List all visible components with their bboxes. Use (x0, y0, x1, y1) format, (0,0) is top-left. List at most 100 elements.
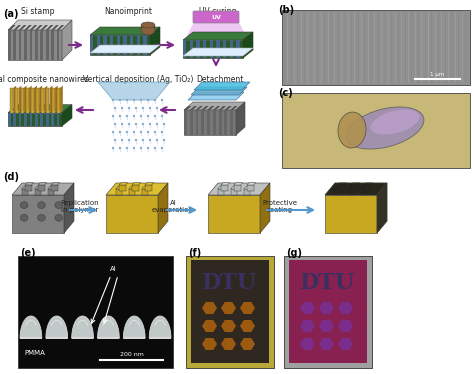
Polygon shape (319, 320, 334, 332)
Polygon shape (31, 110, 37, 113)
Polygon shape (348, 189, 354, 195)
Circle shape (133, 131, 135, 133)
Polygon shape (8, 20, 72, 30)
Polygon shape (260, 183, 270, 233)
Circle shape (119, 99, 121, 101)
Polygon shape (24, 25, 32, 30)
Polygon shape (116, 187, 124, 189)
Polygon shape (247, 183, 255, 185)
Circle shape (142, 123, 144, 125)
Polygon shape (106, 183, 168, 195)
Polygon shape (38, 183, 46, 185)
Polygon shape (90, 35, 93, 55)
Polygon shape (338, 320, 353, 332)
Polygon shape (46, 88, 49, 113)
Polygon shape (15, 88, 18, 113)
Text: UV curing: UV curing (199, 7, 237, 16)
Polygon shape (8, 105, 72, 113)
Polygon shape (116, 189, 122, 195)
Polygon shape (40, 30, 43, 60)
Polygon shape (62, 20, 72, 60)
Polygon shape (300, 320, 315, 332)
FancyBboxPatch shape (289, 260, 367, 363)
Polygon shape (10, 110, 16, 113)
Polygon shape (8, 113, 11, 126)
Polygon shape (13, 113, 16, 126)
Polygon shape (190, 106, 197, 110)
Polygon shape (183, 32, 253, 40)
Ellipse shape (37, 214, 46, 221)
Circle shape (128, 107, 130, 109)
Polygon shape (19, 30, 21, 60)
Circle shape (126, 115, 128, 117)
Polygon shape (218, 189, 224, 195)
Circle shape (119, 147, 121, 149)
Circle shape (161, 147, 163, 149)
Polygon shape (184, 110, 236, 135)
Polygon shape (8, 30, 62, 60)
Circle shape (156, 123, 158, 125)
Polygon shape (90, 27, 160, 35)
Circle shape (163, 139, 165, 141)
Polygon shape (15, 110, 21, 113)
Polygon shape (221, 185, 228, 191)
FancyBboxPatch shape (282, 93, 470, 168)
Ellipse shape (20, 214, 28, 221)
Polygon shape (40, 113, 43, 126)
Text: (f): (f) (188, 248, 201, 258)
Circle shape (114, 139, 116, 141)
Polygon shape (106, 195, 158, 233)
Polygon shape (225, 106, 232, 110)
Polygon shape (103, 35, 107, 55)
Circle shape (121, 107, 123, 109)
Polygon shape (203, 40, 206, 58)
Polygon shape (129, 187, 137, 189)
Polygon shape (335, 187, 343, 189)
Text: (c): (c) (278, 88, 293, 98)
Polygon shape (158, 183, 168, 233)
Polygon shape (225, 110, 228, 135)
Polygon shape (90, 35, 150, 55)
Circle shape (133, 99, 135, 101)
Circle shape (112, 147, 114, 149)
Circle shape (149, 139, 151, 141)
Polygon shape (348, 187, 356, 189)
Text: Al: Al (91, 266, 117, 323)
Polygon shape (39, 86, 42, 113)
Circle shape (126, 131, 128, 133)
Polygon shape (335, 189, 341, 195)
Polygon shape (221, 338, 236, 350)
Circle shape (147, 147, 149, 149)
Polygon shape (338, 302, 353, 314)
Circle shape (154, 147, 156, 149)
Circle shape (140, 147, 142, 149)
Polygon shape (325, 183, 387, 195)
Polygon shape (364, 185, 371, 191)
Polygon shape (129, 189, 135, 195)
Polygon shape (29, 113, 32, 126)
Polygon shape (190, 110, 192, 135)
Circle shape (112, 131, 114, 133)
Circle shape (147, 131, 149, 133)
Circle shape (147, 115, 149, 117)
Polygon shape (52, 88, 55, 113)
Polygon shape (62, 105, 72, 126)
Polygon shape (210, 40, 213, 58)
Polygon shape (216, 40, 219, 58)
Polygon shape (196, 110, 199, 135)
Polygon shape (202, 338, 217, 350)
Polygon shape (240, 320, 255, 332)
Polygon shape (202, 302, 217, 314)
Polygon shape (231, 187, 239, 189)
Circle shape (126, 99, 128, 101)
Polygon shape (319, 338, 334, 350)
Polygon shape (35, 187, 43, 189)
Polygon shape (52, 110, 58, 113)
Text: PMMA: PMMA (24, 350, 45, 356)
Polygon shape (183, 40, 186, 58)
Circle shape (135, 107, 137, 109)
Polygon shape (185, 18, 248, 40)
Polygon shape (20, 88, 24, 113)
Polygon shape (8, 113, 62, 126)
Text: Detachment: Detachment (196, 75, 244, 84)
